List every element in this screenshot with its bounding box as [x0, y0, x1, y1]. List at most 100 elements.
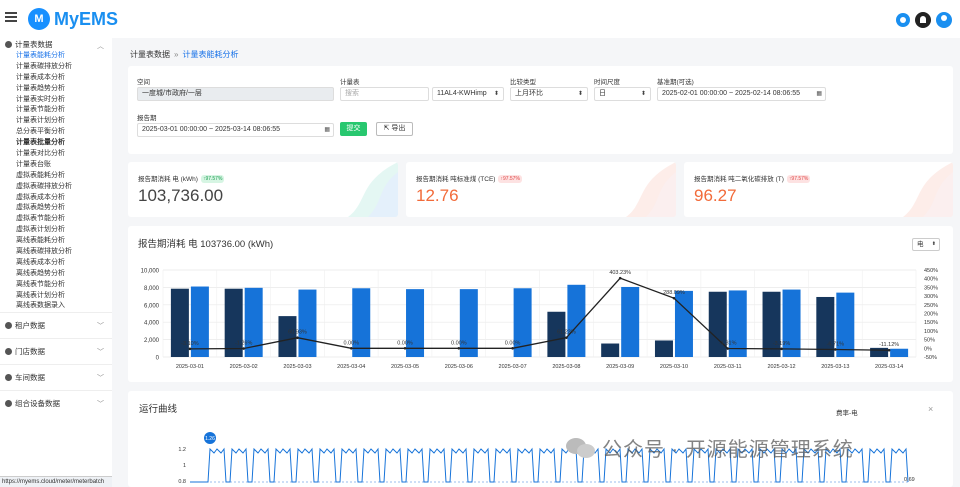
data-label: -6.71%: [827, 341, 845, 347]
sidebar-item[interactable]: 离线表成本分析: [16, 258, 65, 266]
line-point: [511, 347, 514, 350]
sidebar-group-combined-equipment[interactable]: 组合设备数据 ﹀: [0, 390, 112, 416]
watermark: 公众号 · 开源能源管理系统: [566, 433, 854, 462]
y-tick-label: 0: [156, 356, 160, 362]
sidebar-item[interactable]: 计量表计划分析: [16, 117, 65, 125]
notification-icon[interactable]: [915, 12, 931, 28]
bar: [170, 288, 189, 357]
bar: [278, 316, 297, 357]
data-label: -1.26%: [235, 341, 253, 347]
calendar-icon: ▦: [324, 127, 330, 133]
sidebar-group-shopfloor[interactable]: 车间数据 ﹀: [0, 364, 112, 390]
data-label: -3.19%: [773, 341, 791, 347]
bar: [816, 296, 835, 357]
sidebar-item[interactable]: 离线表趋势分析: [16, 269, 65, 277]
curve-y-tick: 1.2: [178, 447, 186, 453]
y-tick-label: 8,000: [144, 286, 160, 292]
settings-icon[interactable]: [896, 13, 910, 27]
operating-curve-panel: 1.2 1 0.8 1.26 0.69 运行曲线 费率-电 ×: [128, 391, 953, 487]
chevron-up-icon: ︿: [97, 43, 104, 50]
submit-button[interactable]: 提交: [340, 122, 367, 136]
status-url: https://myems.cloud/meter/meterbatch: [0, 476, 112, 487]
stat-card-co2: 报告期消耗 吨二氧化碳排放 (T) ↑97.57% 96.27: [684, 162, 953, 217]
sidebar-item[interactable]: 计量表碳排放分析: [16, 62, 72, 70]
meter-select[interactable]: 11AL4-KWHimp ⬍: [432, 87, 504, 101]
sidebar-item[interactable]: 离线表能耗分析: [16, 237, 65, 245]
sidebar-item[interactable]: 虚拟表趋势分析: [16, 204, 65, 212]
sidebar-item[interactable]: 离线表计划分析: [16, 291, 65, 299]
compare-select[interactable]: 上月环比 ⬍: [510, 87, 588, 101]
sidebar-item[interactable]: 计量表趋势分析: [16, 84, 65, 92]
sidebar-item[interactable]: 离线表碳排放分析: [16, 248, 72, 256]
breadcrumb-parent[interactable]: 计量表数据: [130, 50, 170, 59]
logo-icon: M: [28, 8, 50, 30]
sidebar-item[interactable]: 计量表能耗分析: [16, 52, 65, 59]
data-label: 288.09%: [663, 290, 685, 296]
bar: [782, 289, 801, 357]
curve-legend[interactable]: 费率-电: [836, 410, 858, 417]
sidebar-item[interactable]: 离线表节能分析: [16, 280, 65, 288]
sidebar-group-store[interactable]: 门店数据 ﹀: [0, 338, 112, 364]
x-tick-label: 2025-03-14: [875, 364, 903, 370]
line-point: [780, 347, 783, 351]
base-period-label: 基准期(可选): [657, 79, 694, 86]
energy-category-select[interactable]: 电 ⬍: [912, 238, 940, 251]
sidebar-item[interactable]: 计量表实时分析: [16, 95, 65, 103]
consumption-chart: 10,000 8,000 6,000 4,000 2,000 0 450% 400% 350% 3…: [141, 268, 939, 370]
close-icon[interactable]: ×: [928, 404, 934, 414]
bar: [870, 347, 889, 357]
y2-tick-label: 50%: [924, 338, 935, 344]
top-bar: M MyEMS: [0, 0, 960, 38]
sidebar-item[interactable]: 计量表节能分析: [16, 106, 65, 114]
stat-badge: ↑97.57%: [498, 175, 522, 184]
sidebar-item[interactable]: 计量表对比分析: [16, 150, 65, 158]
sidebar-item[interactable]: 虚拟表碳排放分析: [16, 182, 72, 190]
operating-curve-chart: 1.2 1 0.8 1.26 0.69: [178, 432, 915, 485]
space-field[interactable]: 一度城/市政府/一层: [137, 87, 334, 101]
meter-search-input[interactable]: 搜索: [340, 87, 429, 101]
bar: [459, 289, 478, 357]
sidebar-item[interactable]: 计量表批量分析: [16, 139, 65, 147]
period-select[interactable]: 日 ⬍: [594, 87, 651, 101]
app-logo[interactable]: M MyEMS: [28, 8, 118, 30]
sidebar-group-tenant[interactable]: 租户数据 ﹀: [0, 312, 112, 338]
sidebar-item[interactable]: 虚拟表成本分析: [16, 193, 65, 201]
sidebar-item[interactable]: 虚拟表节能分析: [16, 215, 65, 223]
x-tick-label: 2025-03-05: [391, 364, 419, 370]
sidebar-item[interactable]: 虚拟表计划分析: [16, 226, 65, 234]
data-label: 403.23%: [609, 270, 631, 276]
sidebar-group-meter-data[interactable]: 计量表数据 ︿: [0, 38, 112, 51]
stat-badge: ↑97.57%: [786, 175, 811, 184]
menu-toggle-icon[interactable]: [5, 12, 17, 22]
y2-tick-label: 400%: [924, 277, 938, 283]
sidebar-group-label: 计量表数据: [15, 40, 53, 49]
report-period-picker[interactable]: 2025-03-01 00:00:00 ~ 2025-03-14 08:06:5…: [137, 123, 334, 137]
x-tick-label: 2025-03-11: [714, 364, 742, 370]
stat-value: 103,736.00: [138, 186, 224, 205]
sidebar-item[interactable]: 虚拟表能耗分析: [16, 171, 65, 179]
x-tick-label: 2025-03-07: [499, 364, 527, 370]
y-tick-label: 4,000: [144, 321, 160, 327]
export-button[interactable]: ⇱ 导出: [376, 122, 413, 136]
bar: [352, 288, 371, 357]
sidebar-item[interactable]: 总分表平衡分析: [16, 128, 65, 136]
data-label: 0.00%: [451, 340, 467, 346]
bar: [621, 286, 640, 357]
line-point: [834, 348, 837, 351]
sidebar-group-label: 门店数据: [15, 347, 45, 357]
bar: [298, 289, 317, 357]
base-period-picker[interactable]: 2025-02-01 00:00:00 ~ 2025-02-14 08:06:5…: [657, 87, 826, 101]
sidebar: 计量表数据 ︿ 计量表能耗分析 计量表碳排放分析 计量表成本分析 计量表趋势分析 计量表…: [0, 38, 112, 487]
stat-badge: ↑97.57%: [200, 175, 225, 184]
data-label: 61.23%: [557, 330, 576, 336]
y2-tick-label: 250%: [924, 303, 938, 309]
calendar-icon: ▦: [816, 91, 822, 97]
sidebar-item[interactable]: 计量表成本分析: [16, 73, 65, 81]
sidebar-item[interactable]: 离线表数据录入: [16, 302, 65, 310]
user-avatar-icon[interactable]: [936, 12, 952, 28]
export-icon: ⇱: [383, 125, 392, 132]
curve-y-tick: 0.8: [178, 479, 186, 485]
bar: [762, 291, 781, 357]
sidebar-item[interactable]: 计量表台账: [16, 160, 51, 168]
stat-value: 12.76: [416, 186, 459, 205]
